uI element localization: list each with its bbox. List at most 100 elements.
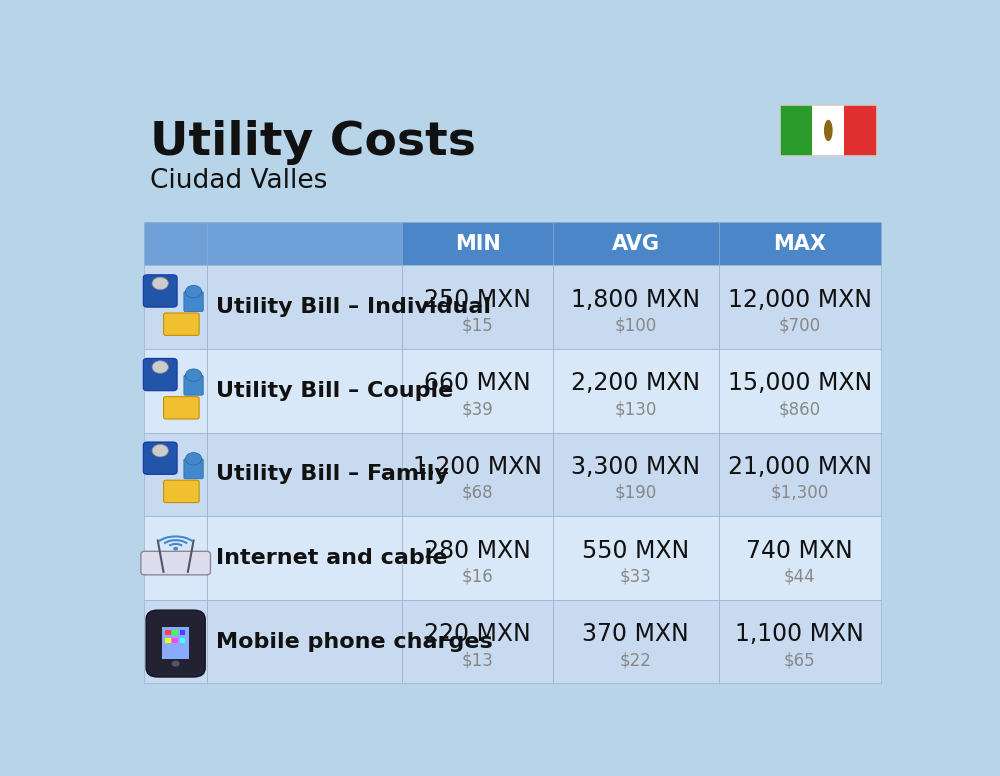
FancyBboxPatch shape [143, 442, 177, 474]
Text: Utility Bill – Family: Utility Bill – Family [216, 465, 449, 484]
Bar [144, 349, 207, 433]
FancyBboxPatch shape [143, 359, 177, 391]
FancyBboxPatch shape [164, 480, 199, 503]
Bar [207, 433, 402, 516]
Bar [780, 105, 877, 156]
Text: $700: $700 [779, 317, 821, 334]
Text: $68: $68 [462, 484, 493, 502]
Circle shape [152, 361, 168, 373]
Circle shape [185, 286, 202, 298]
Bar [553, 600, 719, 684]
Bar [402, 600, 553, 684]
Bar [144, 516, 207, 600]
Bar [719, 433, 881, 516]
Bar [812, 105, 844, 156]
Circle shape [185, 369, 202, 382]
Text: $13: $13 [462, 651, 493, 669]
Text: $39: $39 [462, 400, 493, 418]
FancyBboxPatch shape [164, 313, 199, 335]
Circle shape [173, 547, 178, 550]
Bar [165, 630, 171, 636]
Bar [553, 222, 719, 265]
Circle shape [185, 452, 202, 465]
Bar [402, 265, 553, 349]
Bar [553, 433, 719, 516]
Circle shape [172, 660, 180, 667]
Bar [180, 638, 185, 643]
Text: Ciudad Valles: Ciudad Valles [150, 168, 327, 194]
Text: MAX: MAX [773, 234, 826, 254]
Text: MIN: MIN [455, 234, 500, 254]
Text: $22: $22 [620, 651, 652, 669]
Bar [144, 265, 207, 349]
Bar [172, 630, 178, 636]
Bar [719, 600, 881, 684]
Text: $33: $33 [620, 567, 652, 585]
Text: $190: $190 [615, 484, 657, 502]
Text: 660 MXN: 660 MXN [424, 372, 531, 395]
Bar [144, 433, 207, 516]
Bar [402, 349, 553, 433]
Bar [719, 265, 881, 349]
FancyBboxPatch shape [143, 275, 177, 307]
Bar [553, 516, 719, 600]
FancyBboxPatch shape [141, 551, 210, 575]
Bar [402, 433, 553, 516]
Bar [719, 516, 881, 600]
Text: 550 MXN: 550 MXN [582, 539, 689, 563]
FancyBboxPatch shape [164, 397, 199, 419]
Bar [207, 516, 402, 600]
Text: $15: $15 [462, 317, 493, 334]
FancyBboxPatch shape [184, 459, 203, 479]
Text: 250 MXN: 250 MXN [424, 288, 531, 312]
Bar [844, 105, 877, 156]
Text: 21,000 MXN: 21,000 MXN [728, 455, 872, 479]
Text: $1,300: $1,300 [771, 484, 829, 502]
Text: 280 MXN: 280 MXN [424, 539, 531, 563]
Circle shape [152, 445, 168, 457]
Text: 12,000 MXN: 12,000 MXN [728, 288, 872, 312]
Text: $860: $860 [779, 400, 821, 418]
Text: $16: $16 [462, 567, 493, 585]
Bar [180, 630, 185, 636]
Bar [402, 222, 553, 265]
Text: $65: $65 [784, 651, 815, 669]
Ellipse shape [824, 120, 833, 141]
Bar [207, 600, 402, 684]
FancyBboxPatch shape [162, 627, 189, 660]
Text: 1,100 MXN: 1,100 MXN [735, 622, 864, 646]
Text: 15,000 MXN: 15,000 MXN [728, 372, 872, 395]
Text: 370 MXN: 370 MXN [582, 622, 689, 646]
Bar [165, 638, 171, 643]
Text: Utility Bill – Couple: Utility Bill – Couple [216, 381, 453, 401]
Bar [144, 222, 207, 265]
Bar [719, 349, 881, 433]
Text: Utility Costs: Utility Costs [150, 120, 476, 165]
FancyBboxPatch shape [184, 376, 203, 395]
Bar [144, 600, 207, 684]
Text: Internet and cable: Internet and cable [216, 548, 447, 568]
Bar [207, 265, 402, 349]
Text: 1,800 MXN: 1,800 MXN [571, 288, 700, 312]
Bar [553, 349, 719, 433]
Bar [402, 516, 553, 600]
Text: 3,300 MXN: 3,300 MXN [571, 455, 700, 479]
Text: Mobile phone charges: Mobile phone charges [216, 632, 493, 652]
Text: $44: $44 [784, 567, 815, 585]
Bar [553, 265, 719, 349]
Bar [207, 349, 402, 433]
Text: 2,200 MXN: 2,200 MXN [571, 372, 700, 395]
Text: AVG: AVG [612, 234, 660, 254]
Text: Utility Bill – Individual: Utility Bill – Individual [216, 297, 491, 317]
Circle shape [152, 277, 168, 289]
Text: 1,200 MXN: 1,200 MXN [413, 455, 542, 479]
Text: $100: $100 [615, 317, 657, 334]
FancyBboxPatch shape [146, 610, 205, 677]
Text: 740 MXN: 740 MXN [746, 539, 853, 563]
Bar [719, 222, 881, 265]
Text: 220 MXN: 220 MXN [424, 622, 531, 646]
Text: $130: $130 [615, 400, 657, 418]
Bar [780, 105, 812, 156]
Bar [207, 222, 402, 265]
Bar [172, 638, 178, 643]
